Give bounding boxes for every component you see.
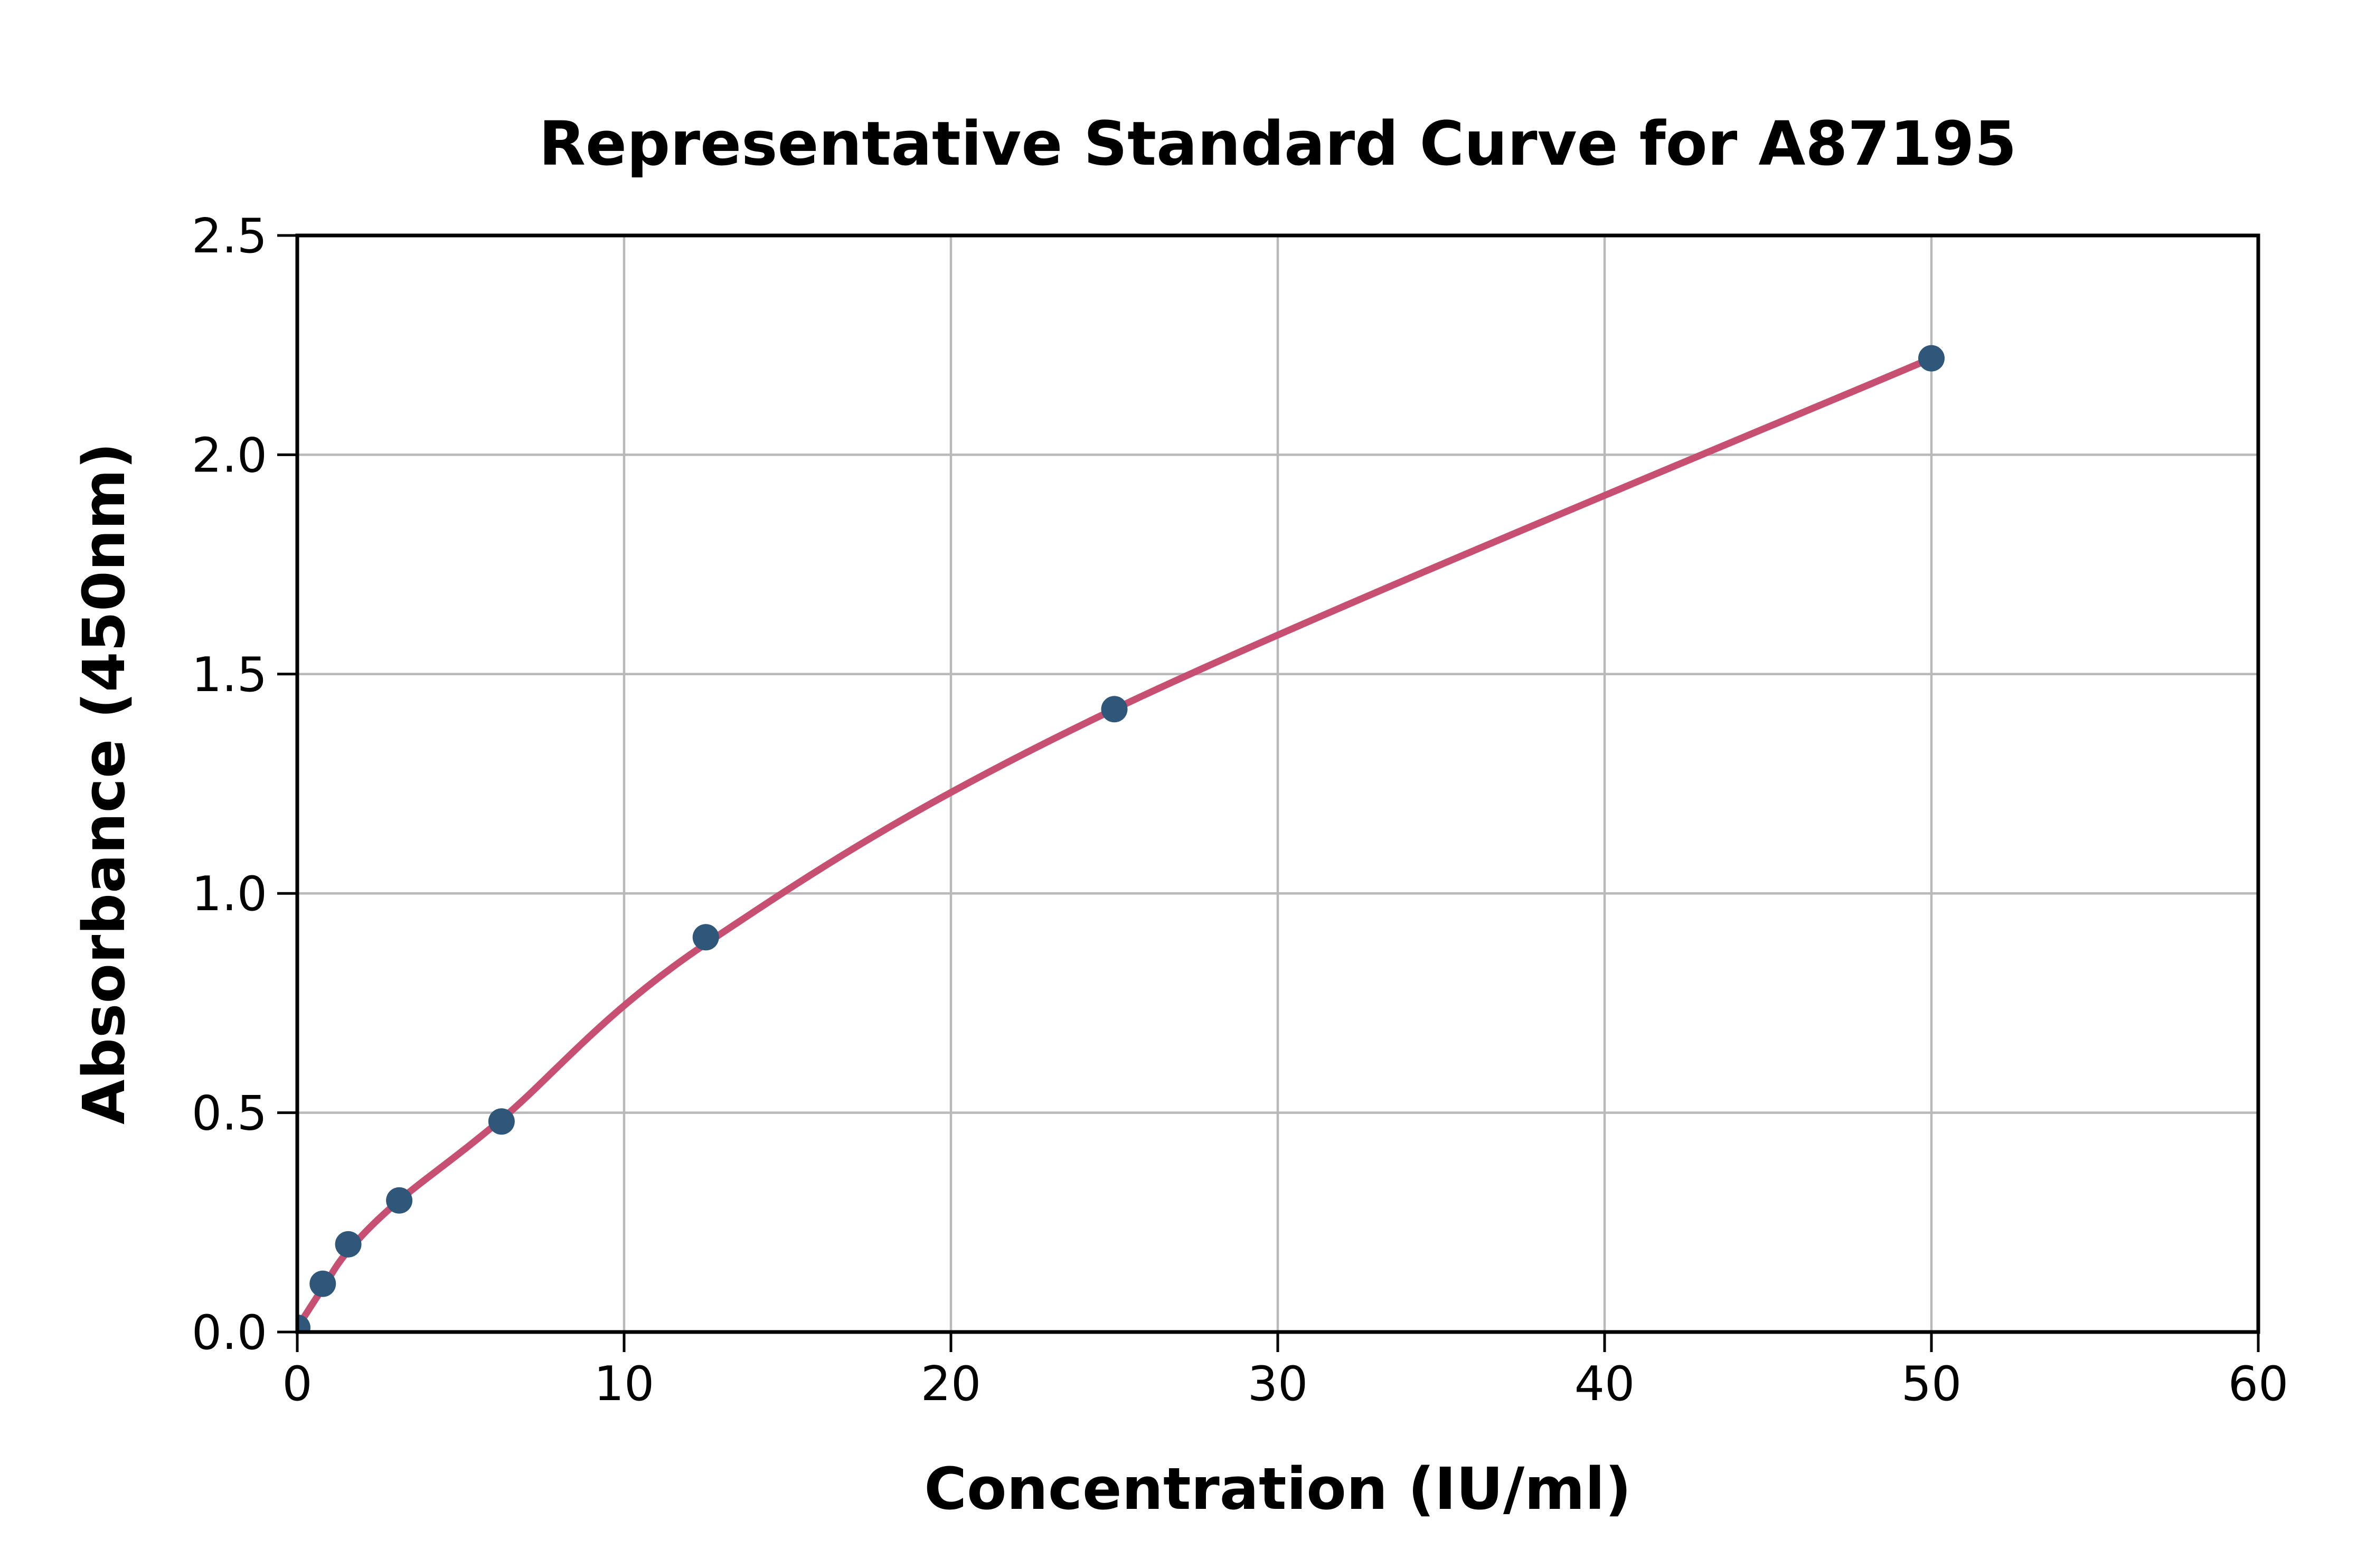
- x-axis-label: Concentration (IU/ml): [924, 1455, 1632, 1523]
- y-tick-label: 0.5: [192, 1086, 267, 1141]
- ticks-layer: 0 10 20 30 40 50 60 0.0 0.5 1.0 1.5 2.0 2.5: [192, 209, 2288, 1412]
- data-point: [1918, 345, 1945, 372]
- data-point: [309, 1270, 336, 1297]
- y-tick-label: 1.0: [192, 866, 267, 922]
- x-tick-label: 40: [1574, 1356, 1635, 1412]
- x-tick-label: 60: [2228, 1356, 2289, 1412]
- chart-title: Representative Standard Curve for A87195: [539, 109, 2017, 180]
- data-point: [1101, 696, 1128, 723]
- x-tick-label: 10: [594, 1356, 655, 1412]
- data-point: [335, 1231, 362, 1258]
- grid-layer: [296, 234, 2260, 1334]
- data-layer: [297, 345, 1945, 1332]
- x-tick-label: 20: [921, 1356, 982, 1412]
- y-tick-label: 0.0: [192, 1305, 267, 1361]
- axes-layer: [295, 233, 2260, 1334]
- data-point: [692, 924, 719, 951]
- x-tick-label: 0: [282, 1356, 312, 1412]
- data-point: [386, 1187, 413, 1214]
- y-tick-label: 2.5: [192, 209, 267, 264]
- data-point: [297, 1314, 310, 1332]
- y-axis-label: Absorbance (450nm): [70, 442, 138, 1125]
- data-point: [488, 1108, 515, 1135]
- y-tick-label: 2.0: [192, 428, 267, 483]
- x-tick-label: 50: [1901, 1356, 1962, 1412]
- y-tick-label: 1.5: [192, 647, 267, 703]
- x-tick-label: 30: [1248, 1356, 1308, 1412]
- fit-curve: [297, 355, 1935, 1331]
- plot-border: [295, 233, 2260, 1334]
